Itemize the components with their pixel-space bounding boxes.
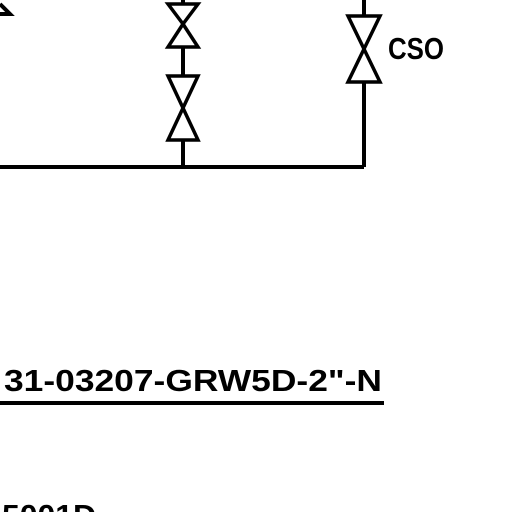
partial-bottom-label: 5001D <box>2 498 96 512</box>
gate-valve-left-upper <box>164 2 202 49</box>
gate-valve-left-lower <box>165 74 201 142</box>
valve-tag-cso: CSO <box>388 31 444 66</box>
partial-valve-left <box>0 2 15 16</box>
gate-valve-cso <box>345 14 383 84</box>
line-number-label: 31-03207-GRW5D-2"-N <box>4 363 382 398</box>
